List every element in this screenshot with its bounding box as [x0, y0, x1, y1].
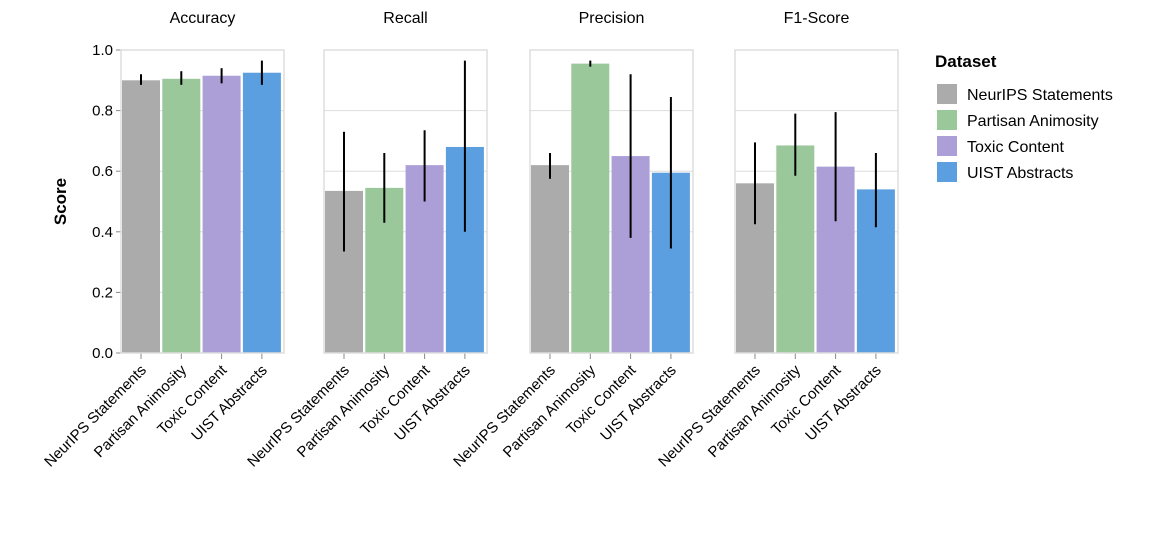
bar [776, 145, 815, 353]
panel-frame [323, 49, 488, 354]
y-tick-label: 0.8 [92, 103, 113, 120]
panel-frame [734, 49, 899, 354]
y-tick-label: 0.2 [92, 284, 113, 301]
legend-label: NeurIPS Statements [967, 87, 1113, 104]
y-tick-label: 0.6 [92, 163, 113, 180]
panel-title: F1-Score [784, 10, 850, 27]
y-axis-label: Score [51, 178, 70, 225]
y-tick-label: 0.0 [92, 345, 113, 362]
panel-title: Accuracy [170, 10, 236, 27]
panel-frame [529, 49, 694, 354]
legend-swatch [937, 84, 957, 104]
bar [122, 80, 160, 354]
bar [202, 75, 241, 353]
bar [531, 165, 569, 353]
legend-label: Partisan Animosity [967, 113, 1099, 130]
bar [162, 78, 201, 353]
panel-frame [120, 49, 285, 354]
legend-title: Dataset [935, 52, 997, 71]
legend-label: Toxic Content [967, 139, 1064, 156]
legend-swatch [937, 162, 957, 182]
legend-label: UIST Abstracts [967, 165, 1073, 182]
bar [571, 63, 610, 353]
legend-swatch [937, 136, 957, 156]
legend-swatch [937, 110, 957, 130]
panel-title: Precision [579, 10, 645, 27]
legend: Dataset NeurIPS Statements Partisan Animos… [935, 52, 1113, 182]
panel-title: Recall [383, 10, 427, 27]
bar [242, 72, 281, 353]
y-tick-label: 1.0 [92, 42, 113, 59]
y-tick-label: 0.4 [92, 224, 113, 241]
